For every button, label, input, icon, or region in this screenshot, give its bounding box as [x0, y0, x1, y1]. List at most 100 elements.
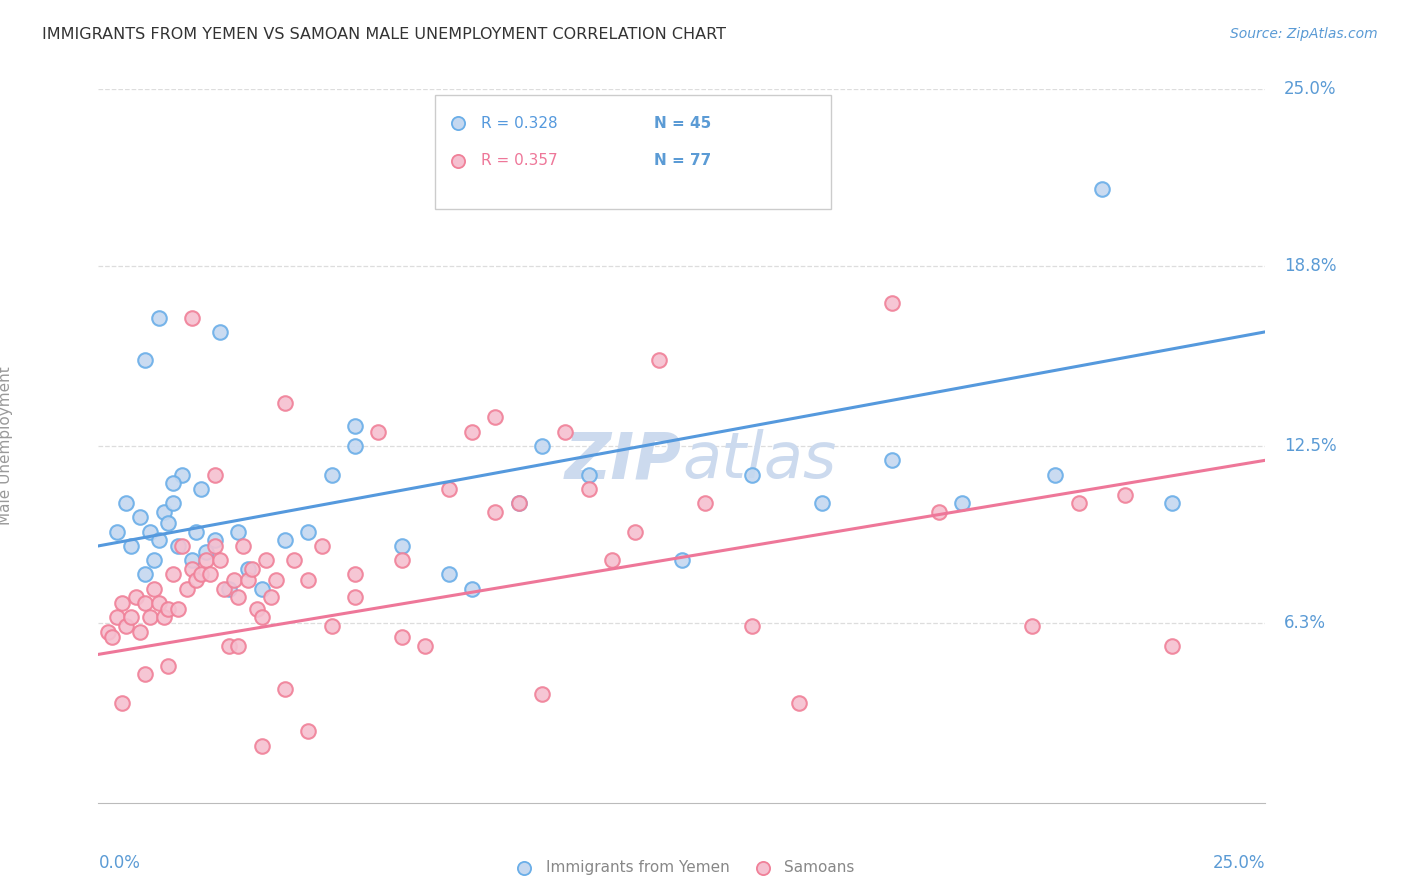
- Point: [741, 467, 763, 482]
- Point: [148, 596, 170, 610]
- Point: [139, 610, 162, 624]
- Point: [246, 601, 269, 615]
- Point: [530, 687, 553, 701]
- Point: [461, 582, 484, 596]
- Point: [260, 591, 283, 605]
- Point: [297, 573, 319, 587]
- Point: [148, 533, 170, 548]
- Point: [880, 296, 903, 310]
- Point: [508, 496, 530, 510]
- Point: [166, 539, 188, 553]
- Point: [200, 567, 222, 582]
- Point: [1045, 467, 1067, 482]
- Point: [437, 567, 460, 582]
- Point: [787, 696, 810, 710]
- Point: [344, 439, 367, 453]
- Point: [741, 619, 763, 633]
- Point: [204, 467, 226, 482]
- Point: [274, 681, 297, 696]
- Point: [194, 544, 217, 558]
- Point: [180, 553, 202, 567]
- Point: [264, 573, 287, 587]
- Point: [447, 116, 470, 130]
- Point: [880, 453, 903, 467]
- Point: [256, 553, 278, 567]
- Point: [111, 696, 134, 710]
- Point: [166, 601, 188, 615]
- Point: [461, 425, 484, 439]
- Point: [152, 610, 174, 624]
- Point: [105, 610, 128, 624]
- Text: Male Unemployment: Male Unemployment: [0, 367, 13, 525]
- Point: [208, 325, 231, 339]
- Point: [344, 419, 367, 434]
- Text: R = 0.357: R = 0.357: [481, 153, 558, 168]
- Text: R = 0.328: R = 0.328: [481, 116, 558, 131]
- Point: [1161, 496, 1184, 510]
- Point: [250, 739, 273, 753]
- Point: [162, 496, 184, 510]
- Point: [120, 610, 142, 624]
- Point: [228, 591, 250, 605]
- Point: [447, 153, 470, 168]
- Point: [578, 482, 600, 496]
- Point: [391, 553, 413, 567]
- Point: [204, 533, 226, 548]
- Point: [297, 524, 319, 539]
- Text: 0.0%: 0.0%: [98, 855, 141, 872]
- Point: [180, 562, 202, 576]
- Point: [208, 553, 231, 567]
- Point: [97, 624, 120, 639]
- Point: [695, 496, 717, 510]
- Point: [600, 553, 623, 567]
- Point: [157, 601, 180, 615]
- Point: [274, 396, 297, 410]
- Point: [413, 639, 436, 653]
- Point: [236, 562, 259, 576]
- Point: [162, 567, 184, 582]
- Point: [554, 425, 576, 439]
- Text: N = 77: N = 77: [654, 153, 711, 168]
- Point: [129, 510, 152, 524]
- Point: [928, 505, 950, 519]
- Point: [274, 533, 297, 548]
- Point: [148, 310, 170, 325]
- Point: [157, 658, 180, 673]
- Point: [321, 467, 343, 482]
- Point: [125, 591, 148, 605]
- Text: 25.0%: 25.0%: [1284, 80, 1337, 98]
- Point: [530, 439, 553, 453]
- Point: [1021, 619, 1043, 633]
- Point: [344, 567, 367, 582]
- Point: [214, 582, 236, 596]
- Point: [143, 553, 166, 567]
- Point: [232, 539, 254, 553]
- Point: [647, 353, 669, 368]
- Point: [250, 582, 273, 596]
- Point: [321, 619, 343, 633]
- Point: [508, 496, 530, 510]
- Point: [218, 639, 240, 653]
- Point: [1067, 496, 1090, 510]
- Point: [120, 539, 142, 553]
- Point: [204, 539, 226, 553]
- Point: [391, 539, 413, 553]
- Text: Source: ZipAtlas.com: Source: ZipAtlas.com: [1230, 27, 1378, 41]
- Point: [134, 567, 156, 582]
- Point: [190, 567, 212, 582]
- Point: [578, 467, 600, 482]
- Point: [152, 505, 174, 519]
- Text: 6.3%: 6.3%: [1284, 614, 1326, 632]
- Point: [157, 516, 180, 530]
- Point: [115, 496, 138, 510]
- Point: [172, 467, 194, 482]
- Point: [311, 539, 333, 553]
- Point: [250, 610, 273, 624]
- Point: [484, 505, 506, 519]
- Point: [391, 630, 413, 644]
- Point: [1091, 182, 1114, 196]
- Point: [222, 573, 245, 587]
- Point: [283, 553, 305, 567]
- Point: [139, 524, 162, 539]
- Text: IMMIGRANTS FROM YEMEN VS SAMOAN MALE UNEMPLOYMENT CORRELATION CHART: IMMIGRANTS FROM YEMEN VS SAMOAN MALE UNE…: [42, 27, 725, 42]
